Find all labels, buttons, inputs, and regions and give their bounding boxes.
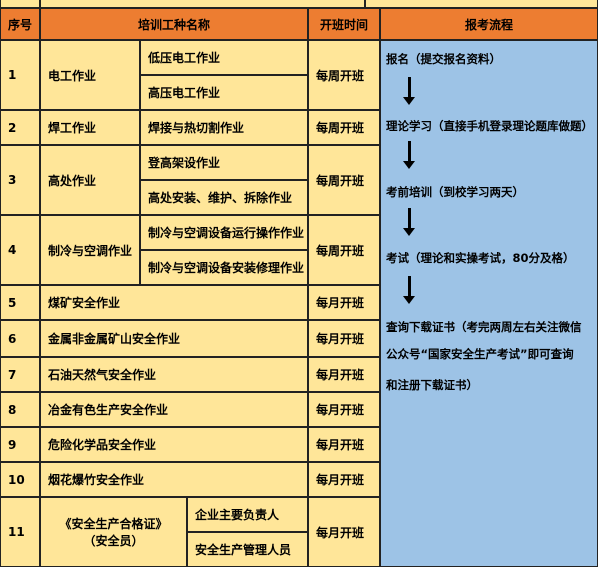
- row-number: 7: [0, 357, 40, 392]
- row-name: 烟花爆竹安全作业: [40, 462, 308, 497]
- step-register: 报名（提交报名资料）: [386, 52, 501, 66]
- step-certificate-2: 公众号“国家安全生产考试”即可查询: [386, 347, 574, 361]
- row-name: 高处作业: [40, 145, 140, 215]
- row-schedule: 每月开班: [308, 497, 380, 567]
- arrow-down-icon: [403, 276, 415, 304]
- row-name: 焊工作业: [40, 110, 140, 145]
- header-time: 开班时间: [308, 8, 380, 40]
- arrow-down-icon: [403, 77, 415, 105]
- row-number: 5: [0, 285, 40, 320]
- header-process: 报考流程: [380, 8, 598, 40]
- header-no: 序号: [0, 8, 40, 40]
- row-schedule: 每月开班: [308, 427, 380, 462]
- step-exam: 考试（理论和实操考试，80分及格）: [386, 251, 575, 265]
- step-certificate-3: 和注册下载证书）: [386, 378, 478, 392]
- row-schedule: 每月开班: [308, 357, 380, 392]
- row-schedule: 每月开班: [308, 392, 380, 427]
- row-schedule: 每周开班: [308, 215, 380, 285]
- cut-row: [365, 0, 598, 8]
- row-number: 6: [0, 320, 40, 357]
- row-number: 11: [0, 497, 40, 567]
- row-subtype: 安全生产管理人员: [187, 532, 308, 567]
- row-schedule: 每周开班: [308, 145, 380, 215]
- row-subtype: 登高架设作业: [140, 145, 308, 180]
- row-name: 煤矿安全作业: [40, 285, 308, 320]
- row-number: 2: [0, 110, 40, 145]
- row-subtype: 高压电工作业: [140, 75, 308, 110]
- row-subtype: 制冷与空调设备安装修理作业: [140, 250, 308, 285]
- row-number: 4: [0, 215, 40, 285]
- arrow-down-icon: [403, 208, 415, 236]
- row-number: 3: [0, 145, 40, 215]
- step-theory: 理论学习（直接手机登录理论题库做题）: [386, 119, 593, 133]
- row-schedule: 每周开班: [308, 40, 380, 110]
- row-subtype: 高处安装、维护、拆除作业: [140, 180, 308, 215]
- row-name-line: （安全员）: [83, 534, 144, 548]
- step-training: 考前培训（到校学习两天）: [386, 185, 524, 199]
- row-name: 危险化学品安全作业: [40, 427, 308, 462]
- row-name: 制冷与空调作业: [40, 215, 140, 285]
- row-subtype: 焊接与热切割作业: [140, 110, 308, 145]
- row-name: 金属非金属矿山安全作业: [40, 320, 308, 357]
- row-schedule: 每周开班: [308, 110, 380, 145]
- row-subtype: 低压电工作业: [140, 40, 308, 75]
- cut-row: [0, 0, 40, 8]
- step-certificate-1: 查询下载证书（考完两周左右关注微信: [386, 320, 582, 334]
- cut-row: [40, 0, 365, 8]
- row-number: 10: [0, 462, 40, 497]
- row-name-line: 《安全生产合格证》: [59, 517, 168, 531]
- row-name: 石油天然气安全作业: [40, 357, 308, 392]
- row-subtype: 制冷与空调设备运行操作作业: [140, 215, 308, 250]
- process-panel: 报名（提交报名资料） 理论学习（直接手机登录理论题库做题） 考前培训（到校学习两…: [380, 40, 598, 567]
- row-number: 1: [0, 40, 40, 110]
- row-number: 8: [0, 392, 40, 427]
- row-schedule: 每月开班: [308, 285, 380, 320]
- row-subtype: 企业主要负责人: [187, 497, 308, 532]
- row-schedule: 每月开班: [308, 320, 380, 357]
- row-name: 冶金有色生产安全作业: [40, 392, 308, 427]
- header-name: 培训工种名称: [40, 8, 308, 40]
- row-name: 《安全生产合格证》 （安全员）: [40, 497, 187, 567]
- row-name: 电工作业: [40, 40, 140, 110]
- row-number: 9: [0, 427, 40, 462]
- row-schedule: 每月开班: [308, 462, 380, 497]
- arrow-down-icon: [403, 141, 415, 169]
